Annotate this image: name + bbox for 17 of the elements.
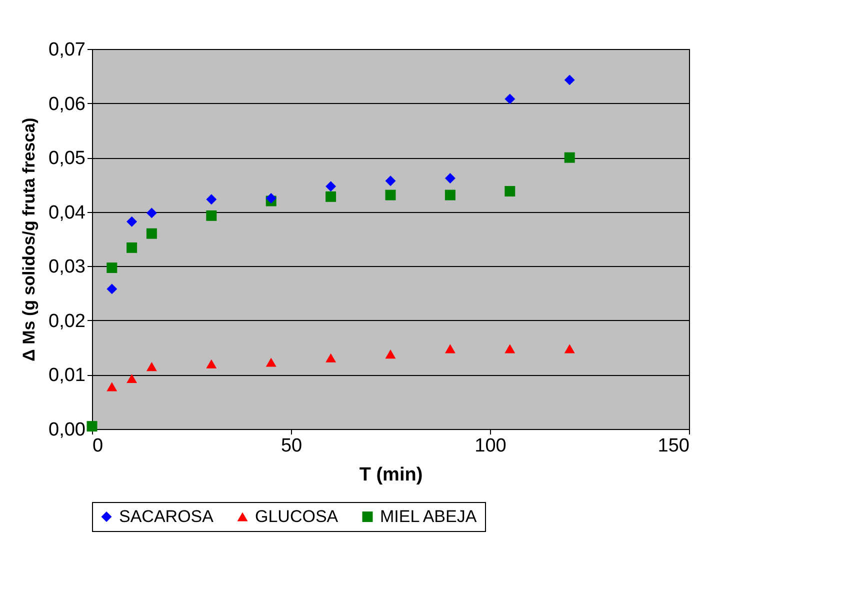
x-tick-label: 100: [474, 436, 506, 456]
y-tick-label: 0,03: [48, 256, 86, 278]
y-tick-label: 0,05: [48, 148, 86, 170]
y-tick-label: 0,01: [48, 365, 86, 386]
y-axis-title: Δ Ms (g solidos/g fruta fresca): [20, 118, 39, 362]
legend-label: MIEL ABEJA: [380, 506, 478, 526]
legend-label: GLUCOSA: [255, 506, 339, 526]
y-tick-label: 0,02: [48, 310, 86, 332]
y-tick-label: 0,04: [48, 202, 86, 224]
x-tick-label: 150: [658, 436, 690, 456]
x-tick-label: 0: [92, 436, 104, 456]
x-tick-label: 50: [280, 436, 302, 456]
y-tick-label: 0,07: [48, 40, 86, 60]
x-axis-title: T (min): [359, 464, 423, 486]
legend-label: SACAROSA: [119, 506, 214, 526]
y-tick-label: 0,00: [48, 420, 86, 440]
y-tick-label: 0,06: [48, 94, 86, 115]
